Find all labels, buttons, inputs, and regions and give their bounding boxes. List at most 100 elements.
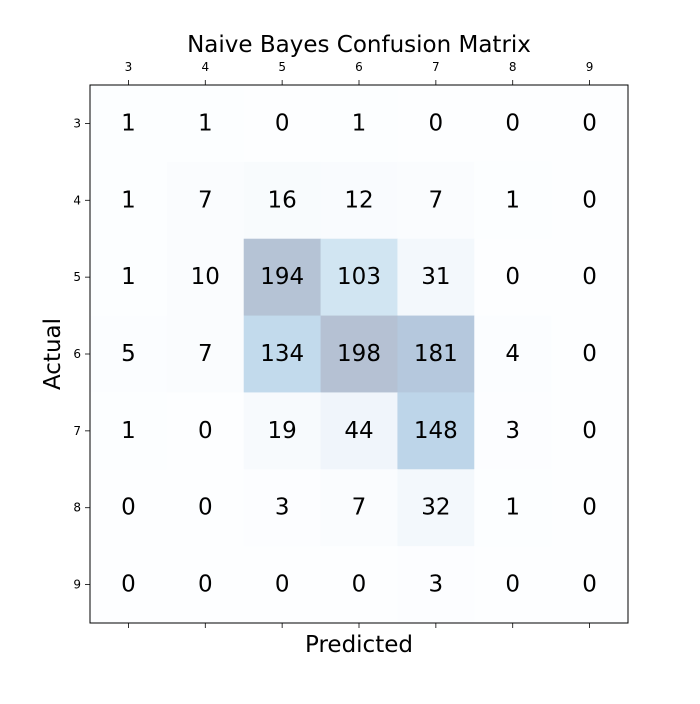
cell-value-label: 0	[352, 572, 367, 598]
heatmap-cell	[243, 392, 322, 470]
cell-value-label: 194	[260, 264, 304, 290]
cell-value-label: 0	[582, 572, 597, 598]
cell-value-label: 19	[268, 418, 297, 444]
heatmap-cell	[166, 546, 245, 624]
cell-value-label: 31	[421, 264, 450, 290]
heatmap-cell	[320, 392, 398, 470]
cell-value-label: 0	[429, 110, 444, 136]
heatmap-cell	[551, 546, 629, 624]
heatmap-cell	[551, 469, 629, 547]
cell-value-label: 0	[121, 495, 136, 521]
cell-value-label: 16	[268, 187, 297, 213]
cell-value-label: 7	[198, 341, 213, 367]
heatmap-cell	[320, 469, 398, 547]
cell-value-label: 0	[582, 264, 597, 290]
cell-value-label: 0	[198, 572, 213, 598]
heatmap-cell	[474, 469, 552, 547]
cell-value-label: 1	[352, 110, 367, 136]
heatmap-cell	[243, 161, 322, 240]
heatmap-cell	[551, 315, 629, 393]
heatmap-cell	[90, 392, 168, 470]
y-tick-label: 3	[73, 116, 81, 130]
cell-value-label: 0	[582, 341, 597, 367]
heatmap-cell	[166, 85, 245, 163]
cell-value-label: 181	[414, 341, 458, 367]
y-tick-label: 9	[73, 578, 81, 592]
cell-value-label: 4	[505, 341, 520, 367]
heatmap-cell	[166, 315, 245, 393]
heatmap-cell	[90, 469, 168, 547]
y-tick-label: 5	[73, 270, 81, 284]
heatmap-cell	[320, 85, 398, 163]
cell-value-label: 1	[121, 264, 136, 290]
y-tick-label: 7	[73, 424, 81, 438]
cell-value-label: 5	[121, 341, 136, 367]
cell-value-label: 0	[582, 418, 597, 444]
cell-value-label: 134	[260, 341, 304, 367]
heatmap-cell	[243, 238, 322, 317]
heatmap-cell	[551, 85, 629, 163]
heatmap-cell	[397, 315, 475, 393]
heatmap-cell	[90, 85, 168, 163]
heatmap-cell	[243, 469, 322, 547]
heatmap-cell	[551, 238, 629, 317]
heatmap-cell	[166, 469, 245, 547]
y-tick-label: 6	[73, 347, 81, 361]
cell-value-label: 10	[191, 264, 220, 290]
heatmap-cell	[551, 161, 629, 240]
x-tick-label: 8	[509, 60, 517, 74]
cell-value-label: 1	[505, 495, 520, 521]
heatmap-cell	[243, 315, 322, 393]
y-tick-label: 8	[73, 501, 81, 515]
cell-value-label: 1	[198, 110, 213, 136]
cell-value-label: 0	[505, 110, 520, 136]
y-tick-label: 4	[73, 193, 81, 207]
cell-value-label: 0	[198, 418, 213, 444]
heatmap-cell	[397, 469, 475, 547]
cell-value-label: 0	[121, 572, 136, 598]
cell-value-label: 7	[352, 495, 367, 521]
cell-value-label: 44	[344, 418, 373, 444]
heatmap-cell	[320, 161, 398, 240]
cell-value-label: 148	[414, 418, 458, 444]
heatmap-cell	[474, 546, 552, 624]
cell-value-label: 3	[429, 572, 444, 598]
heatmap-cell	[474, 315, 552, 393]
cell-value-label: 0	[275, 110, 290, 136]
y-axis-ticks: 3 4 5 6 7 8 9	[73, 116, 90, 592]
x-tick-label: 3	[125, 60, 133, 74]
heatmap-cell	[166, 161, 245, 240]
heatmap-cells	[90, 85, 629, 624]
chart-title: Naive Bayes Confusion Matrix	[187, 32, 531, 58]
cell-value-label: 198	[337, 341, 381, 367]
heatmap-cell	[551, 392, 629, 470]
heatmap-cell	[90, 161, 168, 240]
cell-value-label: 7	[429, 187, 444, 213]
cell-value-label: 0	[198, 495, 213, 521]
cell-value-label: 12	[344, 187, 373, 213]
heatmap-cell	[243, 85, 322, 163]
heatmap-cell	[397, 392, 475, 470]
heatmap-cell	[90, 315, 168, 393]
cell-value-label: 0	[505, 264, 520, 290]
cell-value-label: 1	[121, 110, 136, 136]
cell-value-label: 7	[198, 187, 213, 213]
y-axis-label: Actual	[40, 318, 66, 390]
cell-value-label: 1	[505, 187, 520, 213]
cell-value-label: 0	[582, 495, 597, 521]
cell-value-label: 3	[275, 495, 290, 521]
heatmap-cell	[397, 546, 475, 624]
cell-value-label: 1	[121, 418, 136, 444]
x-tick-label: 6	[355, 60, 363, 74]
x-tick-label: 4	[201, 60, 209, 74]
heatmap-cell	[166, 238, 245, 317]
heatmap-cell	[320, 315, 398, 393]
heatmap-cell	[474, 392, 552, 470]
cell-value-label: 1	[121, 187, 136, 213]
x-tick-label: 9	[586, 60, 594, 74]
heatmap-cell	[397, 161, 475, 240]
heatmap-cell	[90, 546, 168, 624]
heatmap-cell	[474, 161, 552, 240]
